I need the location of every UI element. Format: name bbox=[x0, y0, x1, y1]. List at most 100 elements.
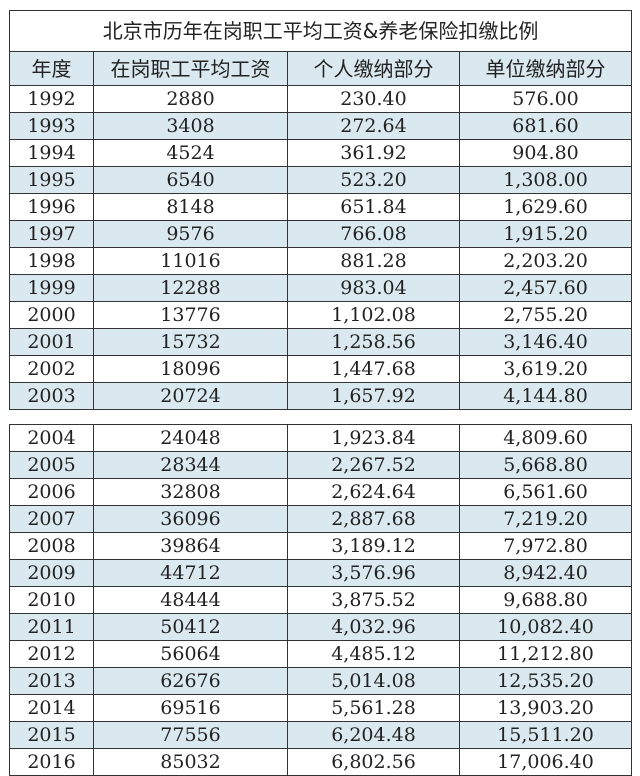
table-row: 2008 39864 3,189.12 7,972.80 bbox=[9, 532, 632, 560]
cell-personal: 1,657.92 bbox=[287, 382, 460, 410]
cell-employer: 17,006.40 bbox=[459, 748, 632, 776]
table-row: 2012 56064 4,485.12 11,212.80 bbox=[9, 640, 632, 668]
cell-year: 2008 bbox=[9, 532, 94, 560]
cell-employer: 3,146.40 bbox=[458, 328, 633, 356]
cell-personal: 1,102.08 bbox=[287, 301, 460, 329]
table-row: 2000 13776 1,102.08 2,755.20 bbox=[9, 301, 633, 329]
table-row: 2010 48444 3,875.52 9,688.80 bbox=[9, 586, 632, 614]
cell-personal: 5,014.08 bbox=[287, 667, 460, 695]
header-avg-salary: 在岗职工平均工资 bbox=[93, 51, 288, 86]
cell-employer: 5,668.80 bbox=[459, 451, 632, 479]
salary-table-bottom: 2004 24048 1,923.84 4,809.60 2005 28344 2,267.… bbox=[9, 424, 632, 776]
header-personal-contribution: 个人缴纳部分 bbox=[287, 51, 460, 86]
table-row: 1992 2880 230.40 576.00 bbox=[9, 85, 633, 113]
cell-year: 2002 bbox=[9, 355, 94, 383]
cell-personal: 766.08 bbox=[287, 220, 460, 248]
salary-table-container: 北京市历年在岗职工平均工资&养老保险扣缴比例 年度 在岗职工平均工资 个人缴纳部… bbox=[8, 10, 633, 776]
cell-employer: 6,561.60 bbox=[459, 478, 632, 506]
cell-avg-salary: 28344 bbox=[93, 451, 288, 479]
cell-employer: 8,942.40 bbox=[459, 559, 632, 587]
table-row: 2002 18096 1,447.68 3,619.20 bbox=[9, 355, 633, 383]
cell-year: 1996 bbox=[9, 193, 94, 221]
cell-employer: 576.00 bbox=[458, 85, 633, 113]
cell-year: 2001 bbox=[9, 328, 94, 356]
cell-avg-salary: 2880 bbox=[93, 85, 288, 113]
table-row: 2014 69516 5,561.28 13,903.20 bbox=[9, 694, 632, 722]
cell-avg-salary: 20724 bbox=[93, 382, 288, 410]
cell-avg-salary: 62676 bbox=[93, 667, 288, 695]
cell-employer: 681.60 bbox=[458, 112, 633, 140]
cell-avg-salary: 18096 bbox=[93, 355, 288, 383]
cell-employer: 904.80 bbox=[458, 139, 633, 167]
cell-personal: 361.92 bbox=[287, 139, 460, 167]
cell-employer: 9,688.80 bbox=[459, 586, 632, 614]
cell-year: 2016 bbox=[9, 748, 94, 776]
cell-personal: 2,624.64 bbox=[287, 478, 460, 506]
cell-personal: 651.84 bbox=[287, 193, 460, 221]
cell-employer: 1,915.20 bbox=[458, 220, 633, 248]
cell-employer: 1,308.00 bbox=[458, 166, 633, 194]
cell-year: 1993 bbox=[9, 112, 94, 140]
cell-employer: 2,755.20 bbox=[458, 301, 633, 329]
cell-year: 2011 bbox=[9, 613, 94, 641]
cell-personal: 1,447.68 bbox=[287, 355, 460, 383]
cell-personal: 3,576.96 bbox=[287, 559, 460, 587]
cell-employer: 7,219.20 bbox=[459, 505, 632, 533]
cell-personal: 3,875.52 bbox=[287, 586, 460, 614]
cell-avg-salary: 50412 bbox=[93, 613, 288, 641]
cell-personal: 2,887.68 bbox=[287, 505, 460, 533]
cell-year: 2004 bbox=[9, 424, 94, 452]
cell-employer: 13,903.20 bbox=[459, 694, 632, 722]
cell-personal: 1,923.84 bbox=[287, 424, 460, 452]
cell-employer: 10,082.40 bbox=[459, 613, 632, 641]
cell-avg-salary: 39864 bbox=[93, 532, 288, 560]
cell-year: 1995 bbox=[9, 166, 94, 194]
cell-avg-salary: 48444 bbox=[93, 586, 288, 614]
cell-personal: 3,189.12 bbox=[287, 532, 460, 560]
cell-avg-salary: 56064 bbox=[93, 640, 288, 668]
table-row: 2001 15732 1,258.56 3,146.40 bbox=[9, 328, 633, 356]
cell-personal: 1,258.56 bbox=[287, 328, 460, 356]
header-year: 年度 bbox=[9, 51, 94, 86]
table-row: 2004 24048 1,923.84 4,809.60 bbox=[9, 424, 632, 452]
cell-avg-salary: 3408 bbox=[93, 112, 288, 140]
table-row: 2003 20724 1,657.92 4,144.80 bbox=[9, 382, 633, 410]
cell-avg-salary: 8148 bbox=[93, 193, 288, 221]
cell-personal: 983.04 bbox=[287, 274, 460, 302]
cell-avg-salary: 85032 bbox=[93, 748, 288, 776]
cell-year: 2005 bbox=[9, 451, 94, 479]
cell-personal: 4,485.12 bbox=[287, 640, 460, 668]
cell-year: 2000 bbox=[9, 301, 94, 329]
cell-personal: 2,267.52 bbox=[287, 451, 460, 479]
cell-year: 2007 bbox=[9, 505, 94, 533]
cell-avg-salary: 77556 bbox=[93, 721, 288, 749]
table-row: 2009 44712 3,576.96 8,942.40 bbox=[9, 559, 632, 587]
cell-employer: 12,535.20 bbox=[459, 667, 632, 695]
header-employer-contribution: 单位缴纳部分 bbox=[458, 51, 633, 86]
table-title: 北京市历年在岗职工平均工资&养老保险扣缴比例 bbox=[8, 10, 633, 52]
cell-personal: 230.40 bbox=[287, 85, 460, 113]
cell-year: 1999 bbox=[9, 274, 94, 302]
cell-year: 2010 bbox=[9, 586, 94, 614]
table-row: 2011 50412 4,032.96 10,082.40 bbox=[9, 613, 632, 641]
table-row: 2013 62676 5,014.08 12,535.20 bbox=[9, 667, 632, 695]
table-row: 1996 8148 651.84 1,629.60 bbox=[9, 193, 633, 221]
cell-year: 2015 bbox=[9, 721, 94, 749]
header-row: 年度 在岗职工平均工资 个人缴纳部分 单位缴纳部分 bbox=[9, 51, 633, 86]
cell-employer: 4,144.80 bbox=[458, 382, 633, 410]
cell-avg-salary: 36096 bbox=[93, 505, 288, 533]
cell-employer: 2,203.20 bbox=[458, 247, 633, 275]
cell-year: 2009 bbox=[9, 559, 94, 587]
cell-avg-salary: 69516 bbox=[93, 694, 288, 722]
table-row: 1993 3408 272.64 681.60 bbox=[9, 112, 633, 140]
cell-avg-salary: 13776 bbox=[93, 301, 288, 329]
cell-year: 2006 bbox=[9, 478, 94, 506]
table-row: 2006 32808 2,624.64 6,561.60 bbox=[9, 478, 632, 506]
cell-avg-salary: 24048 bbox=[93, 424, 288, 452]
table-row: 2015 77556 6,204.48 15,511.20 bbox=[9, 721, 632, 749]
cell-avg-salary: 11016 bbox=[93, 247, 288, 275]
table-row: 1994 4524 361.92 904.80 bbox=[9, 139, 633, 167]
cell-year: 2013 bbox=[9, 667, 94, 695]
cell-employer: 1,629.60 bbox=[458, 193, 633, 221]
cell-personal: 4,032.96 bbox=[287, 613, 460, 641]
